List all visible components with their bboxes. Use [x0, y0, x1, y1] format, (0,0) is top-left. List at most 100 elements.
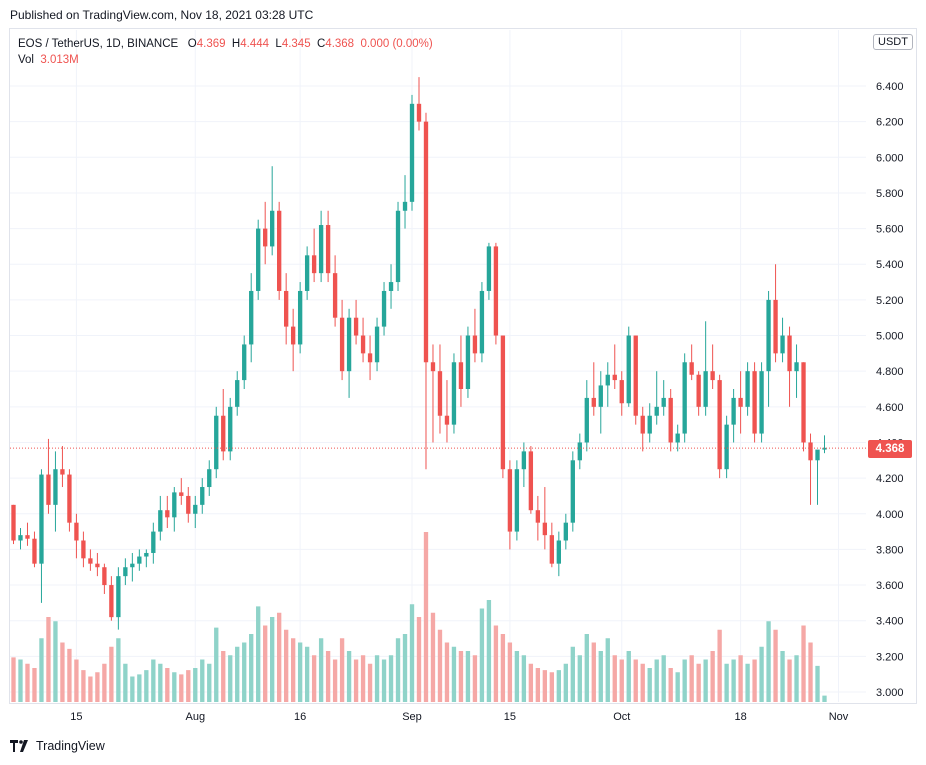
candle-body[interactable] [619, 380, 624, 404]
candle-body[interactable] [325, 225, 331, 274]
candle-body[interactable] [710, 371, 715, 381]
candle-body[interactable] [32, 538, 37, 564]
candle-body[interactable] [395, 210, 401, 283]
candle-body[interactable] [556, 540, 561, 564]
candle-body[interactable] [577, 442, 582, 461]
candle-body[interactable] [318, 225, 324, 274]
candle-body[interactable] [346, 317, 352, 372]
candle-body[interactable] [270, 210, 275, 247]
candle-body[interactable] [458, 362, 464, 389]
candle-body[interactable] [689, 362, 694, 375]
candle-body[interactable] [451, 362, 457, 425]
candle-body[interactable] [801, 362, 806, 443]
candle-body[interactable] [290, 326, 296, 345]
candle-body[interactable] [822, 447, 827, 450]
candle-body[interactable] [486, 246, 492, 291]
candle-body[interactable] [640, 415, 645, 434]
candle-body[interactable] [654, 406, 659, 416]
candle-body[interactable] [381, 290, 387, 327]
candle-body[interactable] [787, 335, 792, 372]
candle-body[interactable] [53, 469, 58, 505]
candle-body[interactable] [242, 344, 247, 381]
candle-body[interactable] [228, 406, 233, 452]
candle-body[interactable] [88, 558, 93, 564]
candle-body[interactable] [130, 563, 135, 568]
candle-body[interactable] [717, 380, 722, 470]
chart-frame[interactable] [9, 28, 917, 704]
candle-body[interactable] [612, 374, 617, 381]
candle-body[interactable] [570, 460, 575, 523]
candle-body[interactable] [549, 535, 555, 564]
candle-body[interactable] [479, 290, 485, 354]
symbol-label[interactable]: EOS / TetherUS, 1D, BINANCE [18, 38, 179, 50]
candle-body[interactable] [256, 228, 261, 291]
candle-body[interactable] [731, 397, 736, 425]
candle-body[interactable] [633, 335, 638, 416]
candle-body[interactable] [682, 362, 687, 434]
candle-body[interactable] [668, 397, 673, 443]
candle-body[interactable] [780, 335, 785, 354]
candle-body[interactable] [165, 510, 170, 518]
candle-body[interactable] [207, 469, 212, 488]
candle-body[interactable] [584, 397, 589, 443]
candle-body[interactable] [696, 374, 701, 407]
candle-body[interactable] [493, 246, 499, 336]
candle-body[interactable] [430, 362, 436, 372]
candle-body[interactable] [416, 103, 422, 122]
candle-body[interactable] [444, 415, 450, 425]
candle-body[interactable] [605, 374, 610, 386]
candle-body[interactable] [360, 335, 366, 354]
candle-body[interactable] [249, 290, 254, 345]
candle-body[interactable] [773, 299, 778, 354]
candle-body[interactable] [193, 504, 198, 514]
candle-body[interactable] [311, 255, 317, 274]
candle-body[interactable] [507, 469, 513, 532]
candle-body[interactable] [221, 415, 226, 452]
candle-body[interactable] [151, 531, 156, 553]
candle-body[interactable] [186, 495, 191, 514]
candle-body[interactable] [332, 273, 338, 318]
candle-body[interactable] [465, 335, 471, 389]
candle-body[interactable] [472, 335, 478, 354]
candle-body[interactable] [752, 371, 757, 434]
candle-body[interactable] [60, 469, 65, 475]
candle-body[interactable] [25, 535, 30, 539]
candle-body[interactable] [423, 121, 429, 363]
candle-body[interactable] [46, 474, 51, 505]
candle-body[interactable] [661, 397, 666, 407]
candle-body[interactable] [11, 504, 16, 541]
candle-body[interactable] [81, 540, 86, 559]
candle-body[interactable] [738, 397, 743, 407]
candle-body[interactable] [724, 424, 729, 470]
candle-body[interactable] [109, 585, 114, 618]
candle-body[interactable] [95, 563, 100, 568]
currency-button[interactable]: USDT [873, 34, 913, 50]
candle-body[interactable] [514, 469, 520, 532]
candle-body[interactable] [74, 522, 79, 541]
candle-body[interactable] [277, 210, 282, 291]
candle-body[interactable] [759, 371, 764, 434]
candle-body[interactable] [179, 492, 184, 496]
candle-body[interactable] [409, 103, 415, 202]
candle-body[interactable] [542, 522, 548, 536]
candle-body[interactable] [794, 362, 799, 372]
candle-body[interactable] [297, 290, 303, 345]
candle-body[interactable] [563, 522, 568, 541]
candle-body[interactable] [647, 415, 652, 434]
candle-body[interactable] [675, 433, 680, 443]
candle-body[interactable] [528, 451, 534, 511]
candle-body[interactable] [144, 552, 149, 557]
candle-body[interactable] [521, 451, 527, 470]
candle-body[interactable] [137, 556, 142, 564]
candle-body[interactable] [67, 474, 72, 523]
candle-body[interactable] [158, 510, 163, 532]
candle-body[interactable] [598, 385, 603, 407]
candle-body[interactable] [339, 317, 345, 372]
candle-body[interactable] [626, 335, 631, 404]
candle-body[interactable] [766, 299, 771, 372]
candle-body[interactable] [235, 380, 240, 407]
candle-body[interactable] [39, 474, 44, 564]
candle-body[interactable] [283, 290, 289, 327]
candle-body[interactable] [200, 487, 205, 505]
